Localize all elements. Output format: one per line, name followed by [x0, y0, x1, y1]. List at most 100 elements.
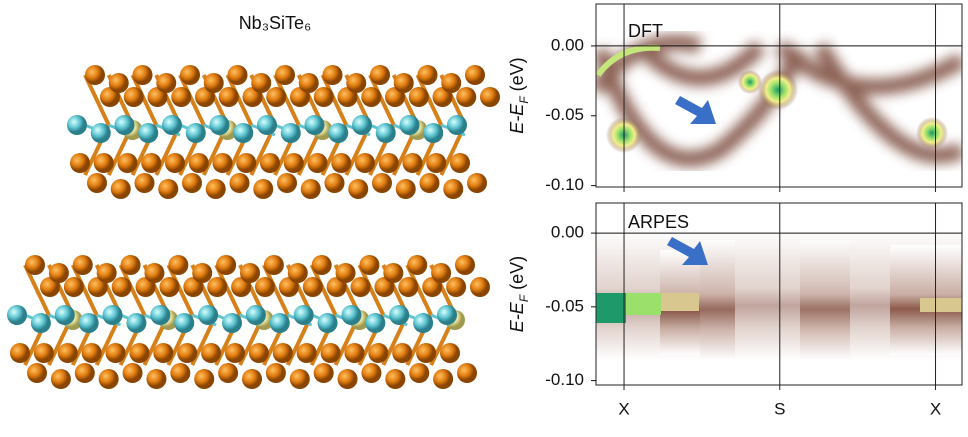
te-atom: [182, 173, 202, 193]
te-atom: [355, 153, 375, 173]
nb-atom: [437, 305, 457, 325]
te-atom: [146, 369, 166, 389]
te-atom: [409, 87, 429, 107]
te-atom: [97, 263, 117, 283]
nb-atom: [174, 313, 194, 333]
te-atom: [288, 263, 308, 283]
te-atom: [361, 363, 381, 383]
y-axis-label: E-EF(eV): [507, 57, 531, 133]
te-atom: [455, 255, 475, 275]
te-atom: [277, 173, 297, 193]
te-atom: [99, 369, 119, 389]
te-atom: [242, 369, 262, 389]
nb-atom: [198, 305, 218, 325]
nb-atom: [162, 115, 182, 135]
te-atom: [359, 255, 379, 275]
nb-atom: [7, 305, 27, 325]
te-atom: [218, 363, 238, 383]
nb-atom: [365, 313, 385, 333]
te-atom: [467, 173, 487, 193]
nb-atom: [257, 115, 277, 135]
te-atom: [273, 343, 293, 363]
y-tick-label: 0.00: [551, 223, 584, 242]
y-tick-label: -0.10: [545, 370, 584, 389]
y-tick-label: 0.00: [551, 35, 584, 54]
te-atom: [299, 73, 319, 93]
te-atom: [301, 179, 321, 199]
te-atom: [314, 363, 334, 383]
y-axis-label-part: (eV): [507, 256, 527, 290]
nb-atom: [233, 123, 253, 143]
nb-atom: [352, 115, 372, 135]
structure-title: Nb₃SiTe₆: [239, 13, 312, 33]
te-atom: [141, 153, 161, 173]
nb-atom: [376, 123, 396, 143]
te-atom: [106, 343, 126, 363]
te-atom: [34, 343, 54, 363]
nb-atom: [270, 313, 290, 333]
te-atom: [379, 153, 399, 173]
te-atom: [266, 363, 286, 383]
te-atom: [228, 65, 248, 85]
nb-atom: [186, 123, 206, 143]
te-atom: [192, 263, 212, 283]
nb-atom: [79, 313, 99, 333]
arpes-map: [596, 230, 962, 360]
te-atom: [251, 73, 271, 93]
te-atom: [180, 65, 200, 85]
te-atom: [87, 173, 107, 193]
te-atom: [153, 343, 173, 363]
panel-label: ARPES: [628, 212, 689, 232]
te-atom: [457, 363, 477, 383]
te-atom: [216, 255, 236, 275]
te-atom: [394, 73, 414, 93]
nb-atom: [294, 305, 314, 325]
x-tick-label: S: [774, 399, 785, 418]
te-atom: [189, 153, 209, 173]
te-atom: [409, 363, 429, 383]
te-atom: [368, 343, 388, 363]
te-atom: [204, 73, 224, 93]
te-atom: [109, 73, 129, 93]
te-atom: [144, 263, 164, 283]
te-atom: [94, 153, 114, 173]
te-atom: [284, 153, 304, 173]
te-atom: [441, 73, 461, 93]
nb-atom: [55, 305, 75, 325]
te-atom: [124, 87, 144, 107]
x-tick-label: X: [930, 399, 941, 418]
te-atom: [446, 277, 466, 297]
te-atom: [351, 277, 371, 297]
te-atom: [51, 369, 71, 389]
te-atom: [27, 363, 47, 383]
te-atom: [168, 255, 188, 275]
nb-atom: [447, 115, 467, 135]
te-atom: [133, 65, 153, 85]
te-atom: [392, 343, 412, 363]
nb-atom: [328, 123, 348, 143]
te-atom: [336, 263, 356, 283]
te-atom: [465, 65, 485, 85]
te-atom: [207, 277, 227, 297]
figure: Nb₃SiTe₆ 0.00-0.05-0.10DFTE-EF(eV)0.00-0…: [0, 0, 968, 432]
te-atom: [253, 179, 273, 199]
te-atom: [456, 87, 476, 107]
te-atom: [129, 343, 149, 363]
te-atom: [158, 179, 178, 199]
te-atom: [49, 263, 69, 283]
y-axis-label-part: (eV): [507, 57, 527, 91]
te-atom: [219, 87, 239, 107]
te-atom: [403, 153, 423, 173]
te-atom: [325, 173, 345, 193]
y-tick-label: -0.10: [545, 175, 584, 194]
te-atom: [372, 173, 392, 193]
te-atom: [480, 87, 500, 107]
te-atom: [383, 263, 403, 283]
te-atom: [111, 179, 131, 199]
te-atom: [170, 363, 190, 383]
nb-atom: [31, 313, 51, 333]
te-atom: [264, 255, 284, 275]
te-atom: [159, 277, 179, 297]
te-atom: [338, 369, 358, 389]
te-atom: [255, 277, 275, 297]
